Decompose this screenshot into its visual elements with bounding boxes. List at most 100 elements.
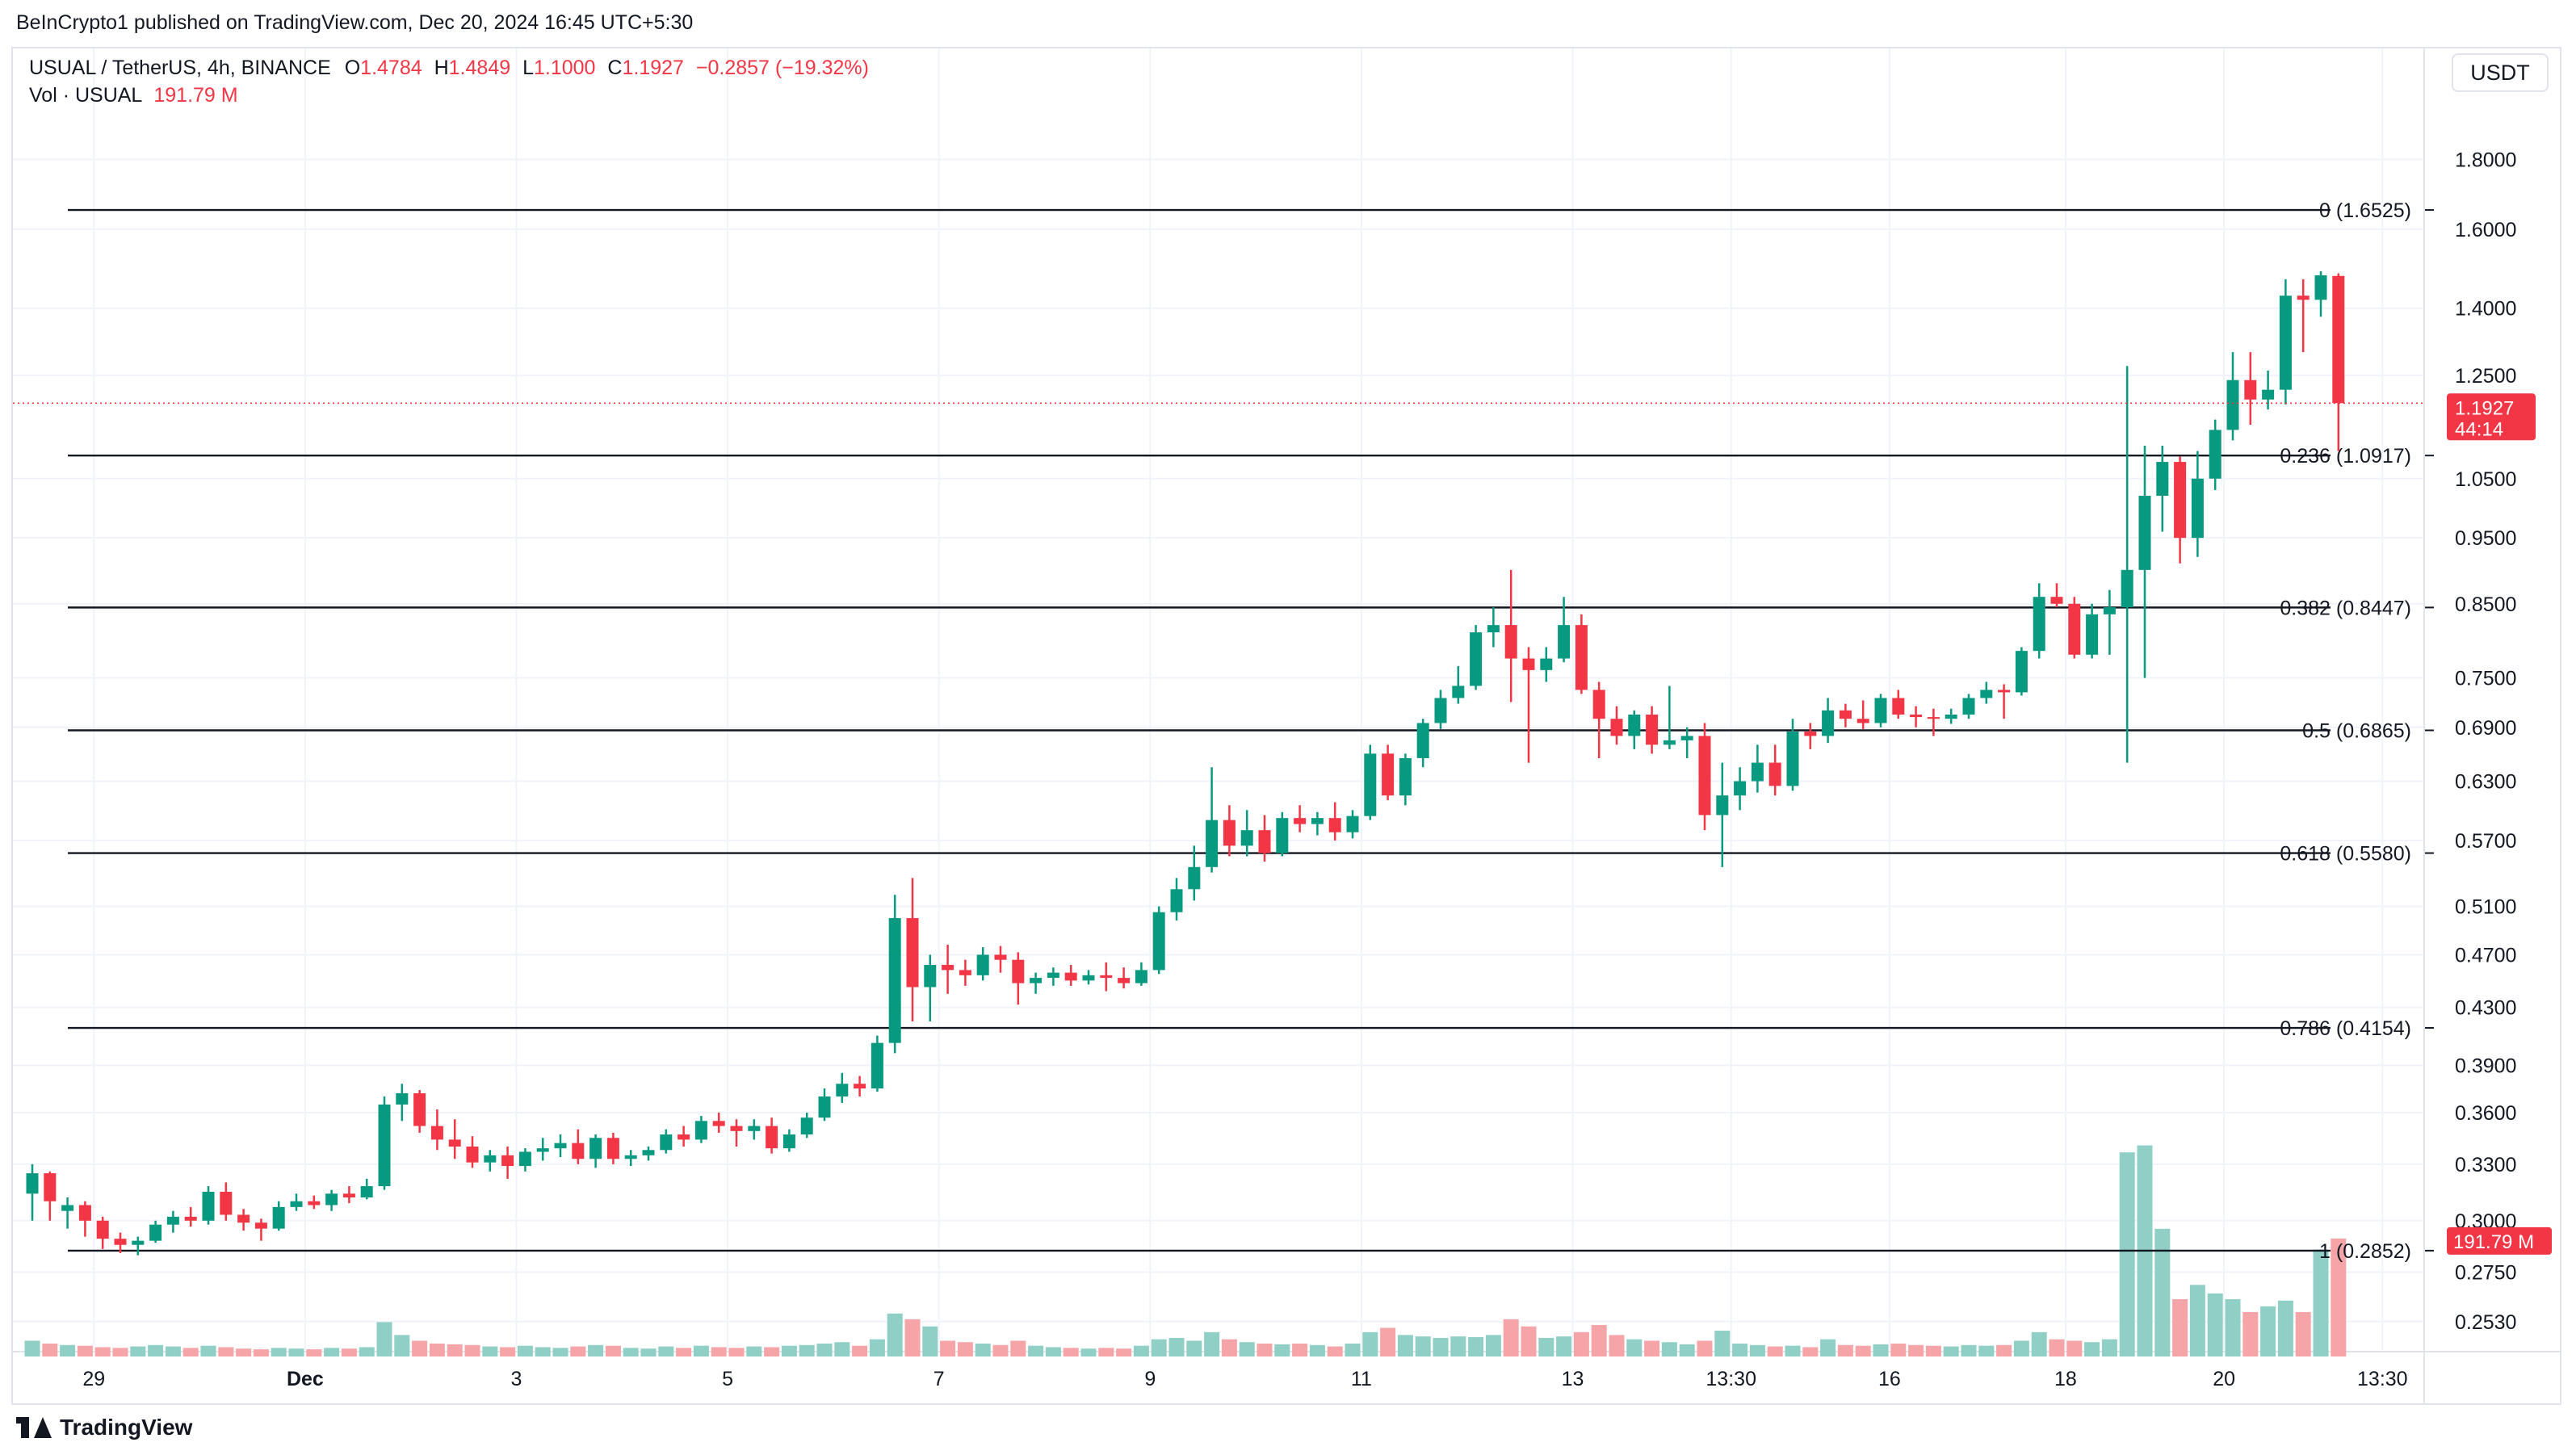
volume-value: 191.79 M (153, 84, 238, 107)
candle-body (1188, 866, 1201, 890)
candle-body (2191, 478, 2204, 539)
candle-body (61, 1205, 74, 1211)
volume-bar (1661, 1342, 1677, 1356)
volume-bar (1116, 1348, 1132, 1356)
volume-bar (940, 1340, 956, 1356)
volume-bar (887, 1313, 903, 1356)
candle-body (2226, 379, 2239, 430)
volume-bar (1468, 1337, 1484, 1356)
volume-bar (1996, 1344, 2012, 1356)
volume-bar (1098, 1348, 1114, 1356)
volume-bar (376, 1322, 392, 1356)
volume-bar (1345, 1344, 1361, 1356)
candle-body (1768, 762, 1781, 786)
candle-body (1592, 690, 1605, 719)
candle-body (818, 1096, 831, 1118)
fib-label: 0.382 (0.8447) (2280, 597, 2411, 619)
volume-bar (2066, 1340, 2083, 1356)
candle-body (308, 1201, 321, 1206)
candle-body (836, 1084, 849, 1096)
time-tick-label: 5 (722, 1368, 733, 1390)
candle-body (413, 1092, 426, 1126)
low-value: 1.1000 (533, 57, 596, 79)
symbol-label[interactable]: USUAL / TetherUS, 4h, BINANCE (29, 57, 331, 79)
candle-body (114, 1239, 127, 1245)
volume-bar (1327, 1346, 1343, 1356)
candle-body (642, 1150, 655, 1155)
volume-bar (1697, 1340, 1713, 1356)
currency-button[interactable]: USDT (2452, 53, 2549, 92)
volume-bar (781, 1345, 797, 1356)
tradingview-logo[interactable]: TradingView (16, 1415, 192, 1440)
candle-body (660, 1134, 673, 1151)
volume-bar (676, 1348, 692, 1356)
candle-body (272, 1206, 285, 1229)
candle-body (378, 1104, 391, 1187)
candle-body (1170, 889, 1183, 912)
volume-bar (2172, 1299, 2188, 1356)
volume-bar (1573, 1331, 1589, 1356)
volume-bar (1450, 1336, 1466, 1356)
volume-bar (2189, 1285, 2205, 1356)
volume-bar (869, 1339, 885, 1356)
candle-body (1874, 698, 1887, 723)
volume-label[interactable]: Vol · USUAL (29, 84, 142, 107)
candle-body (1646, 714, 1659, 745)
candle-body (1470, 632, 1483, 686)
volume-bar (711, 1347, 727, 1356)
candle-body (1100, 975, 1113, 979)
candle-body (132, 1240, 145, 1245)
volume-bar (1239, 1342, 1255, 1356)
candle-body (1522, 658, 1535, 670)
candle-body (1416, 723, 1429, 758)
candle-body (1294, 818, 1307, 824)
volume-bar (1873, 1344, 1889, 1356)
volume-bar (1221, 1339, 1237, 1356)
candle-body (1452, 686, 1465, 698)
open-value: 1.4784 (360, 57, 422, 79)
volume-bar (2013, 1340, 2029, 1356)
volume-bar (130, 1346, 146, 1356)
volume-bar (1204, 1331, 1220, 1356)
volume-bar (1890, 1344, 1907, 1356)
volume-bar (1028, 1345, 1044, 1356)
time-tick-label: 9 (1144, 1368, 1156, 1390)
last-volume-text: 191.79 M (2453, 1231, 2534, 1253)
price-tick-label: 1.8000 (2455, 149, 2516, 171)
fib-retracement: 0 (1.6525) 0.236 (1.0917) 0.382 (0.8447) 0.… (68, 199, 2434, 1263)
price-axis[interactable]: 1.8000 1.6000 1.4000 1.2500 1.0500 0.9500 0.85… (2455, 149, 2516, 1333)
candle-body (2050, 597, 2063, 604)
volume-bar (1362, 1331, 1378, 1356)
volume-bars (24, 1145, 2347, 1356)
time-axis[interactable]: 29 Dec 3 5 7 9 11 13 13:30 16 18 20 13:30 (82, 1368, 2407, 1390)
candle-body (1927, 717, 1940, 719)
candle-body (1487, 625, 1500, 633)
price-tick-label: 1.0500 (2455, 468, 2516, 491)
volume-bar (1380, 1327, 1396, 1356)
candle-body (976, 954, 989, 975)
volume-bar (482, 1346, 498, 1356)
time-tick-label: 20 (2213, 1368, 2235, 1390)
volume-bar (1943, 1346, 1959, 1356)
publish-info: BeInCrypto1 published on TradingView.com… (16, 11, 694, 34)
price-tick-label: 0.4300 (2455, 997, 2516, 1020)
volume-bar (1978, 1345, 1995, 1356)
volume-bar (2101, 1339, 2117, 1356)
candle-body (1152, 912, 1165, 971)
change-value: −0.2857 (−19.32%) (695, 57, 869, 79)
volume-bar (1644, 1340, 1660, 1356)
volume-bar (2049, 1339, 2065, 1356)
volume-bar (1802, 1347, 1819, 1356)
volume-bar (165, 1346, 181, 1356)
candle-body (78, 1205, 91, 1221)
candle-body (1311, 818, 1324, 824)
candle-body (1082, 975, 1095, 981)
candle-body (184, 1216, 197, 1221)
volume-bar (77, 1345, 93, 1356)
candle-body (2262, 389, 2275, 400)
close-value: 1.1927 (622, 57, 684, 79)
price-tick-label: 0.8500 (2455, 593, 2516, 616)
volume-bar (1714, 1331, 1731, 1356)
price-tick-label: 0.9500 (2455, 527, 2516, 550)
